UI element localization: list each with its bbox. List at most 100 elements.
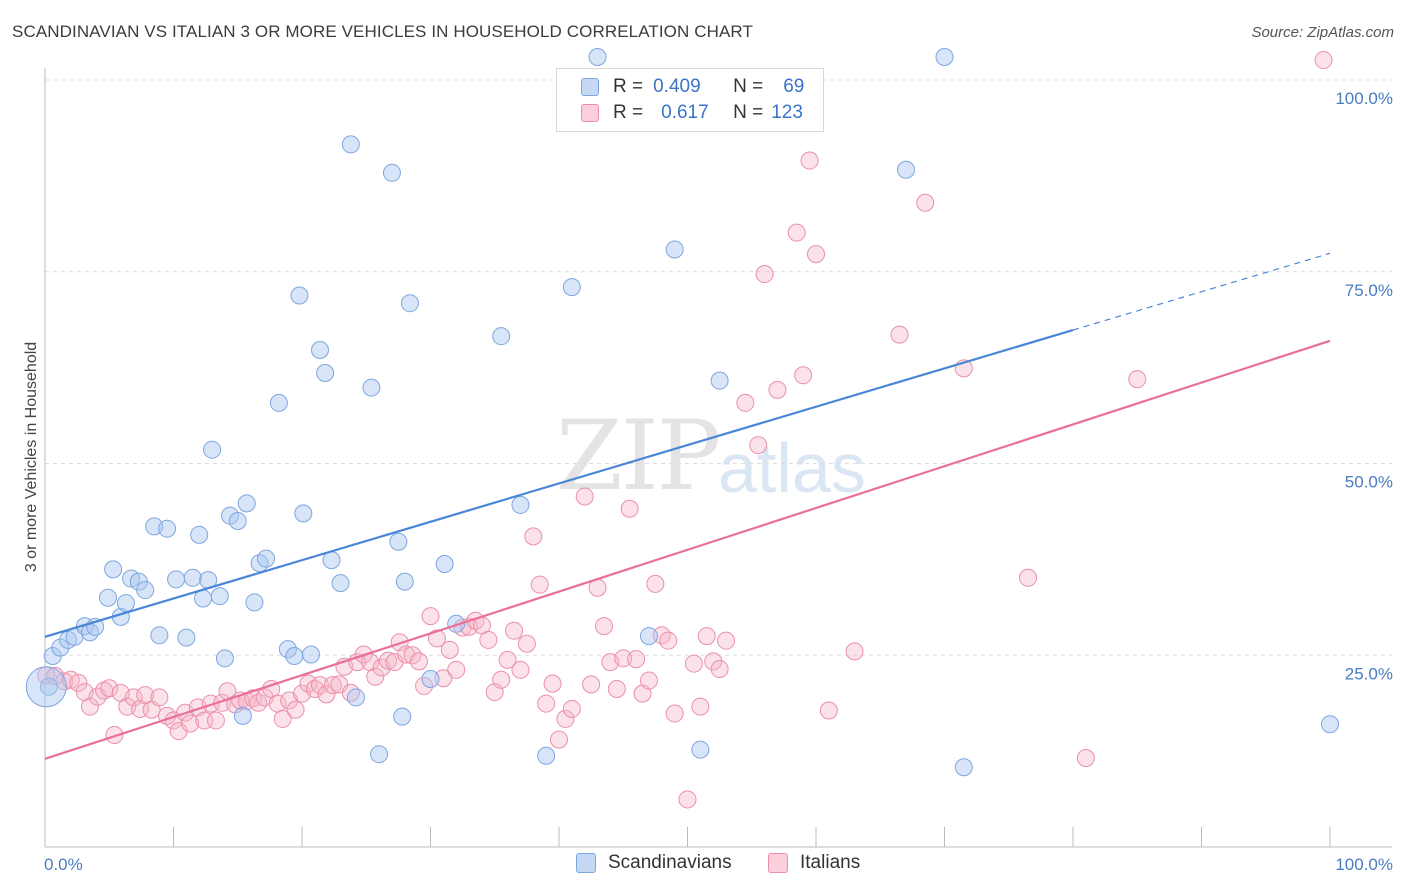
legend-r-label: R = bbox=[613, 102, 644, 123]
italian-point bbox=[697, 627, 716, 646]
legend-row-scandinavians: R = 0.409 N = 69 bbox=[581, 75, 804, 99]
italian-point bbox=[323, 676, 342, 695]
scandinavian-point bbox=[116, 594, 135, 613]
y-tick-label: 25.0% bbox=[1345, 664, 1393, 683]
stats-legend: R = 0.409 N = 69 R = 0.617 N = 123 bbox=[556, 68, 824, 132]
scandinavian-point bbox=[39, 677, 58, 696]
scandinavian-point bbox=[395, 572, 414, 591]
italian-point bbox=[800, 151, 819, 170]
scandinavian-point bbox=[136, 581, 155, 600]
italian-point bbox=[639, 671, 658, 690]
italian-point bbox=[594, 617, 613, 636]
italian-point bbox=[627, 650, 646, 669]
legend-item-scandinavians[interactable]: Scandinavians bbox=[576, 852, 732, 874]
x-tick-label-min: 0.0% bbox=[44, 855, 83, 874]
italian-point bbox=[717, 631, 736, 650]
scandinavian-point bbox=[278, 640, 297, 659]
scandinavian-point bbox=[183, 568, 202, 587]
italian-point bbox=[794, 366, 813, 385]
italian-point bbox=[556, 709, 575, 728]
scandinavian-point bbox=[393, 707, 412, 726]
italian-point bbox=[511, 660, 530, 679]
italian-point bbox=[498, 650, 517, 669]
scandinavian-point bbox=[511, 495, 530, 514]
scandinavian-point bbox=[215, 649, 234, 668]
italian-point bbox=[100, 679, 119, 698]
italian-point bbox=[620, 499, 639, 518]
watermark-zip: ZIP bbox=[556, 400, 721, 512]
italian-point bbox=[704, 652, 723, 671]
scandinavian-point bbox=[331, 574, 350, 593]
italian-point bbox=[582, 675, 601, 694]
legend-r-label: R = bbox=[613, 76, 644, 97]
scandinavian-point bbox=[245, 593, 264, 612]
italian-point bbox=[80, 697, 99, 716]
italian-point bbox=[517, 634, 536, 653]
legend-row-italians: R = 0.617 N = 123 bbox=[581, 101, 803, 125]
scandinavian-point bbox=[167, 570, 186, 589]
scandinavian-point bbox=[98, 588, 117, 607]
scandinavian-point bbox=[362, 378, 381, 397]
scandinavian-point bbox=[257, 549, 276, 568]
italian-point bbox=[845, 642, 864, 661]
legend-item-italians[interactable]: Italians bbox=[768, 852, 860, 874]
italian-point bbox=[607, 679, 626, 698]
scandinavian-point bbox=[301, 645, 320, 664]
legend-r-value: 0.409 bbox=[653, 76, 701, 97]
italian-point bbox=[415, 676, 434, 695]
y-axis-label: 3 or more Vehicles in Household bbox=[23, 342, 40, 572]
italian-point bbox=[659, 631, 678, 650]
italian-point bbox=[665, 704, 684, 723]
y-tick-label: 100.0% bbox=[1335, 89, 1393, 108]
scandinavian-point bbox=[691, 740, 710, 759]
scandinavian-point bbox=[158, 519, 177, 538]
italian-point bbox=[505, 621, 524, 640]
scandinavian-point bbox=[382, 163, 401, 182]
scandinavian-point bbox=[562, 278, 581, 297]
trend-line-0 bbox=[44, 328, 1074, 638]
italian-point bbox=[440, 640, 459, 659]
grid-layer bbox=[45, 79, 1392, 656]
scandinavian-point bbox=[370, 745, 389, 764]
italian-point bbox=[150, 688, 169, 707]
italian-point bbox=[633, 684, 652, 703]
scandinavian-point bbox=[447, 614, 466, 633]
italian-point bbox=[1314, 51, 1333, 70]
scandinavian-point bbox=[935, 47, 954, 66]
scandinavian-point bbox=[710, 371, 729, 390]
scandinavian-point bbox=[954, 758, 973, 777]
italian-point bbox=[492, 670, 511, 689]
italian-point bbox=[550, 730, 568, 749]
legend-r-value: 0.617 bbox=[661, 102, 709, 123]
italian-point bbox=[819, 701, 838, 720]
italian-point bbox=[1076, 749, 1095, 768]
italian-point bbox=[427, 629, 446, 648]
scandinavian-point bbox=[316, 363, 335, 382]
chart-source: Source: ZipAtlas.com bbox=[1251, 24, 1394, 41]
trend-line-extension-0 bbox=[1072, 252, 1331, 331]
scandinavian-point-large bbox=[25, 666, 67, 708]
italian-point bbox=[575, 487, 594, 506]
points-layer bbox=[25, 47, 1339, 809]
italian-point bbox=[614, 649, 633, 668]
scandinavian-point bbox=[237, 494, 256, 513]
scandinavian-point bbox=[285, 647, 304, 666]
scandinavian-point bbox=[294, 504, 313, 523]
legend-label-italians: Italians bbox=[800, 852, 861, 873]
italian-point bbox=[537, 694, 556, 713]
scandinavian-point bbox=[51, 638, 70, 657]
italian-point bbox=[105, 726, 124, 745]
italian-point bbox=[124, 688, 143, 707]
legend-n-value: 69 bbox=[783, 76, 805, 97]
italian-point bbox=[434, 669, 453, 688]
italian-point bbox=[890, 325, 909, 344]
italian-point bbox=[543, 674, 562, 693]
scandinavian-point bbox=[341, 135, 360, 154]
scandinavian-point bbox=[492, 327, 511, 346]
italian-point bbox=[684, 654, 703, 673]
italian-point bbox=[447, 660, 466, 679]
legend-n-label: N = bbox=[733, 76, 764, 97]
scandinavian-point bbox=[1321, 715, 1339, 734]
italian-point bbox=[562, 699, 581, 718]
